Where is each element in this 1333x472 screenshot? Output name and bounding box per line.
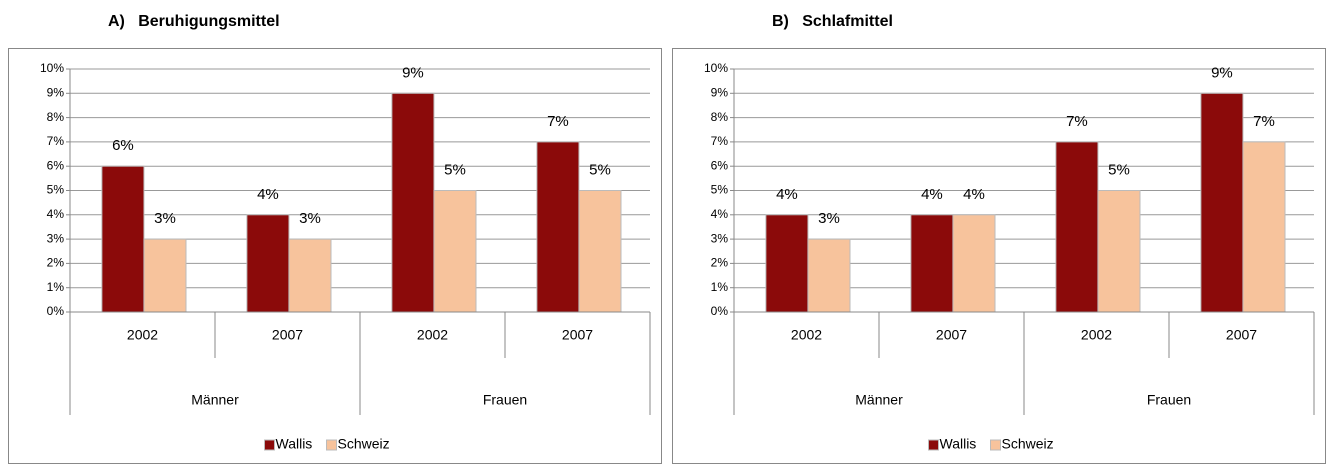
y-tick-label: 5%: [47, 183, 65, 197]
bar: [807, 238, 851, 313]
bar: [101, 165, 145, 313]
y-tick-label: 8%: [47, 110, 65, 124]
bar: [288, 238, 332, 313]
y-tick-label: 1%: [711, 280, 729, 294]
chart-frame: [8, 48, 662, 464]
x-tick-label: 2007: [936, 327, 967, 343]
legend-swatch: [264, 439, 275, 451]
chart-frame: [672, 48, 1326, 464]
x-tick-label: 2007: [562, 327, 593, 343]
bar: [536, 141, 580, 313]
bar: [246, 214, 290, 313]
y-tick-label: 10%: [40, 61, 64, 75]
y-tick-label: 2%: [47, 256, 65, 270]
y-tick-label: 3%: [711, 231, 729, 245]
data-label: 4%: [776, 186, 798, 203]
legend-label: Schweiz: [338, 436, 390, 452]
legend-swatch: [990, 439, 1001, 451]
bar: [910, 214, 954, 313]
y-tick-label: 4%: [711, 207, 729, 221]
data-label: 7%: [1253, 113, 1275, 130]
x-tick-label: 2002: [791, 327, 822, 343]
y-tick-label: 0%: [47, 304, 65, 318]
y-tick-label: 7%: [711, 134, 729, 148]
data-label: 5%: [589, 161, 611, 178]
data-label: 7%: [1066, 113, 1088, 130]
bar: [765, 214, 809, 313]
y-tick-label: 10%: [704, 61, 728, 75]
bar: [143, 238, 187, 313]
y-tick-label: 5%: [711, 183, 729, 197]
bar: [1055, 141, 1099, 313]
y-tick-label: 2%: [711, 256, 729, 270]
data-label: 6%: [112, 137, 134, 154]
data-label: 3%: [818, 210, 840, 227]
group-label: Männer: [191, 392, 239, 408]
bar: [578, 190, 622, 313]
data-label: 5%: [1108, 161, 1130, 178]
x-tick-label: 2002: [127, 327, 158, 343]
legend-label: Wallis: [940, 436, 977, 452]
bar: [391, 92, 435, 313]
bar: [952, 214, 996, 313]
y-tick-label: 7%: [47, 134, 65, 148]
group-label: Männer: [855, 392, 903, 408]
x-tick-label: 2002: [1081, 327, 1112, 343]
data-label: 3%: [299, 210, 321, 227]
data-label: 3%: [154, 210, 176, 227]
bar: [1097, 190, 1141, 313]
data-label: 5%: [444, 161, 466, 178]
data-label: 4%: [257, 186, 279, 203]
y-tick-label: 6%: [711, 158, 729, 172]
x-tick-label: 2007: [272, 327, 303, 343]
data-label: 7%: [547, 113, 569, 130]
y-tick-label: 8%: [711, 110, 729, 124]
data-label: 4%: [963, 186, 985, 203]
y-tick-label: 6%: [47, 158, 65, 172]
y-tick-label: 9%: [711, 85, 729, 99]
y-tick-label: 9%: [47, 85, 65, 99]
bar: [1242, 141, 1286, 313]
data-label: 9%: [402, 64, 424, 81]
y-tick-label: 0%: [711, 304, 729, 318]
chart-title: A) Beruhigungsmittel: [108, 13, 280, 30]
group-label: Frauen: [1147, 392, 1191, 408]
data-label: 4%: [921, 186, 943, 203]
legend-label: Schweiz: [1002, 436, 1054, 452]
x-tick-label: 2002: [417, 327, 448, 343]
group-label: Frauen: [483, 392, 527, 408]
bar: [433, 190, 477, 313]
y-tick-label: 1%: [47, 280, 65, 294]
legend-label: Wallis: [276, 436, 313, 452]
y-tick-label: 4%: [47, 207, 65, 221]
legend-swatch: [326, 439, 337, 451]
y-tick-label: 3%: [47, 231, 65, 245]
chart-title: B) Schlafmittel: [772, 13, 893, 30]
x-tick-label: 2007: [1226, 327, 1257, 343]
data-label: 9%: [1211, 64, 1233, 81]
bar: [1200, 92, 1244, 313]
legend-swatch: [928, 439, 939, 451]
